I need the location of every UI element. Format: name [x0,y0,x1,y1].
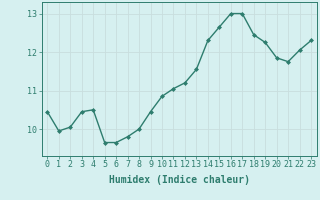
X-axis label: Humidex (Indice chaleur): Humidex (Indice chaleur) [109,175,250,185]
